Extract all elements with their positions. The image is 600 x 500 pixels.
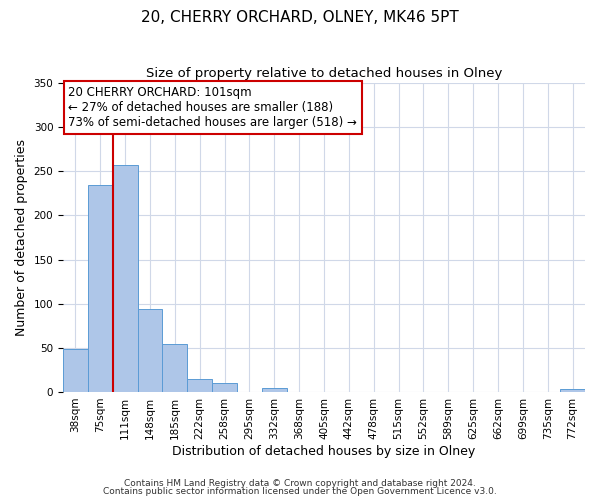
Text: 20 CHERRY ORCHARD: 101sqm
← 27% of detached houses are smaller (188)
73% of semi: 20 CHERRY ORCHARD: 101sqm ← 27% of detac… bbox=[68, 86, 357, 129]
Bar bbox=[137, 309, 163, 392]
Text: 20, CHERRY ORCHARD, OLNEY, MK46 5PT: 20, CHERRY ORCHARD, OLNEY, MK46 5PT bbox=[141, 10, 459, 25]
Bar bbox=[262, 388, 287, 392]
Bar bbox=[560, 390, 585, 392]
X-axis label: Distribution of detached houses by size in Olney: Distribution of detached houses by size … bbox=[172, 444, 476, 458]
Text: Contains public sector information licensed under the Open Government Licence v3: Contains public sector information licen… bbox=[103, 487, 497, 496]
Title: Size of property relative to detached houses in Olney: Size of property relative to detached ho… bbox=[146, 68, 502, 80]
Bar bbox=[163, 344, 187, 392]
Bar bbox=[113, 165, 137, 392]
Y-axis label: Number of detached properties: Number of detached properties bbox=[15, 139, 28, 336]
Bar bbox=[187, 378, 212, 392]
Bar bbox=[212, 383, 237, 392]
Text: Contains HM Land Registry data © Crown copyright and database right 2024.: Contains HM Land Registry data © Crown c… bbox=[124, 478, 476, 488]
Bar bbox=[63, 348, 88, 392]
Bar bbox=[88, 184, 113, 392]
